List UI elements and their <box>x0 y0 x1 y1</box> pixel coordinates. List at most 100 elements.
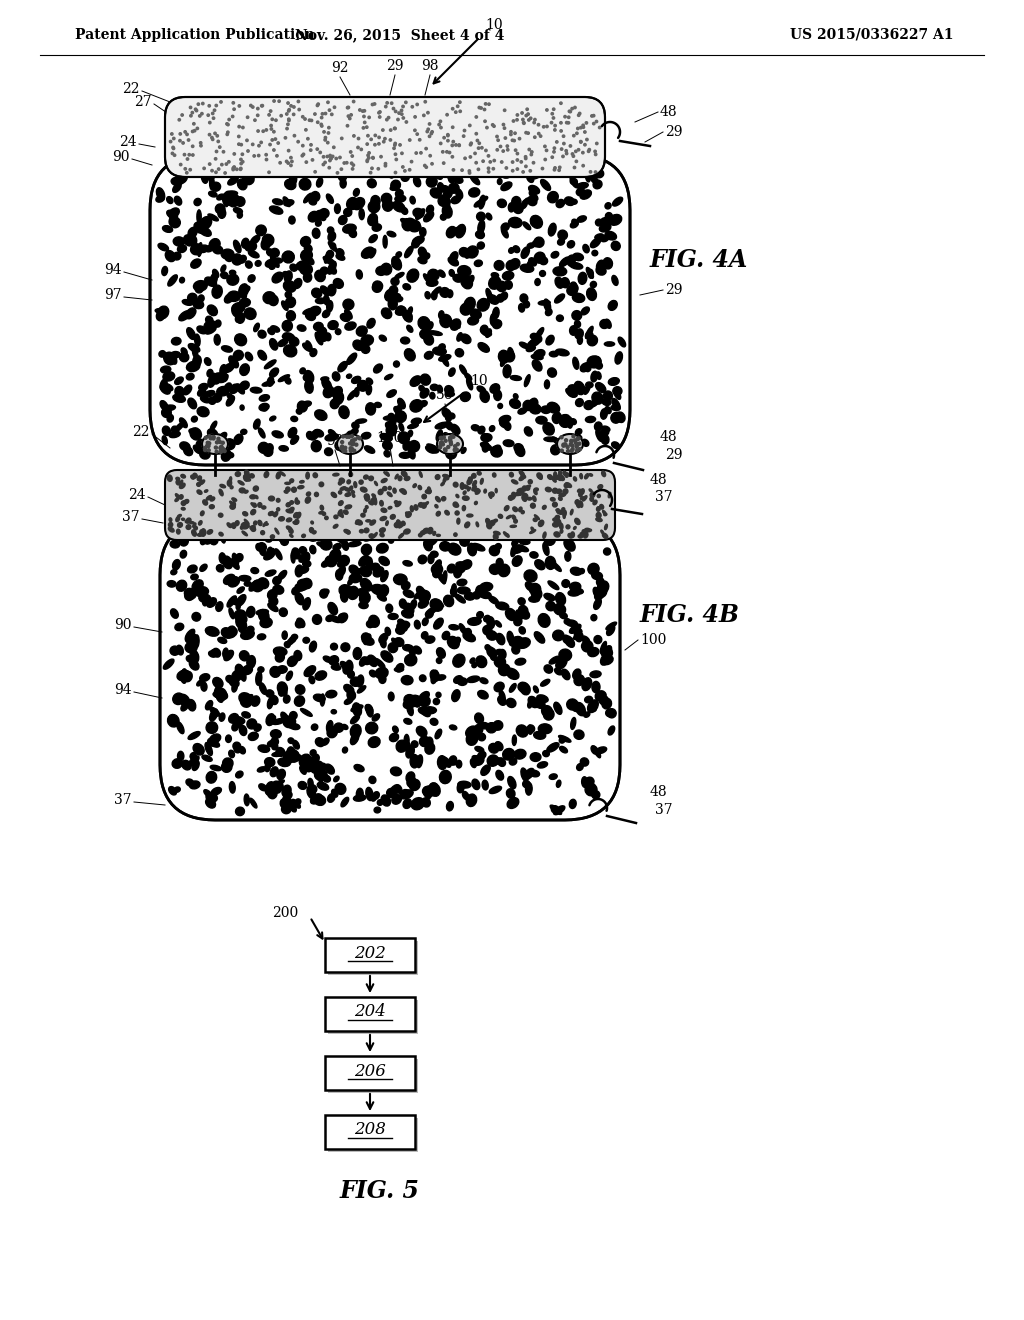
Circle shape <box>173 154 176 156</box>
Ellipse shape <box>534 490 538 495</box>
Ellipse shape <box>218 446 227 454</box>
Ellipse shape <box>160 384 170 395</box>
Ellipse shape <box>299 546 306 554</box>
Circle shape <box>211 136 213 139</box>
Circle shape <box>477 147 480 149</box>
Ellipse shape <box>206 246 214 252</box>
Ellipse shape <box>386 425 396 436</box>
Ellipse shape <box>544 437 558 442</box>
Ellipse shape <box>323 775 331 783</box>
Ellipse shape <box>194 281 207 292</box>
Ellipse shape <box>357 589 369 597</box>
Ellipse shape <box>201 396 210 403</box>
Ellipse shape <box>519 471 524 475</box>
Ellipse shape <box>543 422 554 436</box>
Ellipse shape <box>546 487 552 492</box>
Ellipse shape <box>419 590 430 602</box>
Circle shape <box>441 444 444 446</box>
Circle shape <box>401 166 404 168</box>
FancyBboxPatch shape <box>165 96 605 177</box>
Circle shape <box>438 123 440 125</box>
Ellipse shape <box>393 360 399 367</box>
Ellipse shape <box>175 498 179 502</box>
Ellipse shape <box>295 500 299 504</box>
Ellipse shape <box>454 533 457 536</box>
Ellipse shape <box>183 531 190 539</box>
Ellipse shape <box>181 669 187 681</box>
Ellipse shape <box>574 329 584 339</box>
Ellipse shape <box>495 682 504 692</box>
Ellipse shape <box>421 160 430 168</box>
Circle shape <box>464 157 466 160</box>
Ellipse shape <box>440 214 446 220</box>
Ellipse shape <box>179 694 189 706</box>
Circle shape <box>220 164 223 166</box>
Ellipse shape <box>278 758 291 767</box>
Circle shape <box>593 115 595 117</box>
Ellipse shape <box>227 453 233 458</box>
Ellipse shape <box>419 692 429 702</box>
Ellipse shape <box>205 743 212 755</box>
Circle shape <box>191 131 194 132</box>
Circle shape <box>595 153 597 156</box>
Ellipse shape <box>184 589 196 599</box>
Circle shape <box>504 137 507 139</box>
Circle shape <box>217 140 219 143</box>
Ellipse shape <box>595 234 603 239</box>
Ellipse shape <box>336 248 344 256</box>
Ellipse shape <box>251 696 260 706</box>
Ellipse shape <box>586 381 593 388</box>
Ellipse shape <box>181 702 188 711</box>
Circle shape <box>580 127 582 129</box>
Circle shape <box>379 111 381 114</box>
Ellipse shape <box>299 754 311 768</box>
Circle shape <box>330 157 332 160</box>
Circle shape <box>213 110 216 111</box>
Ellipse shape <box>496 535 505 539</box>
Ellipse shape <box>559 257 570 267</box>
Ellipse shape <box>272 744 278 750</box>
Ellipse shape <box>423 785 436 796</box>
Ellipse shape <box>269 264 275 269</box>
Ellipse shape <box>399 422 403 432</box>
Ellipse shape <box>285 482 291 484</box>
Ellipse shape <box>603 548 610 556</box>
Ellipse shape <box>167 210 177 219</box>
Ellipse shape <box>497 634 505 644</box>
Ellipse shape <box>572 253 584 260</box>
Circle shape <box>288 119 290 121</box>
Ellipse shape <box>612 399 621 411</box>
Ellipse shape <box>479 195 485 209</box>
Circle shape <box>560 148 563 150</box>
Circle shape <box>574 441 578 445</box>
Ellipse shape <box>435 475 440 479</box>
Ellipse shape <box>274 549 282 560</box>
Ellipse shape <box>599 696 608 705</box>
Ellipse shape <box>201 529 206 536</box>
Ellipse shape <box>590 281 597 288</box>
Ellipse shape <box>315 220 322 226</box>
Ellipse shape <box>539 723 552 734</box>
Ellipse shape <box>367 557 373 569</box>
Ellipse shape <box>554 475 560 479</box>
Ellipse shape <box>402 284 411 290</box>
Ellipse shape <box>602 426 610 432</box>
Ellipse shape <box>394 523 399 528</box>
Ellipse shape <box>526 341 535 350</box>
Ellipse shape <box>571 587 584 594</box>
Ellipse shape <box>380 433 392 441</box>
Ellipse shape <box>307 784 316 793</box>
Ellipse shape <box>388 692 394 701</box>
Circle shape <box>430 132 432 135</box>
Ellipse shape <box>224 438 236 450</box>
Ellipse shape <box>430 384 438 391</box>
Ellipse shape <box>480 325 487 333</box>
Ellipse shape <box>391 638 399 647</box>
Ellipse shape <box>395 195 406 202</box>
Ellipse shape <box>524 198 529 203</box>
Ellipse shape <box>412 240 420 248</box>
Ellipse shape <box>188 731 200 739</box>
Ellipse shape <box>478 343 489 352</box>
Ellipse shape <box>349 230 356 238</box>
Circle shape <box>573 166 575 169</box>
